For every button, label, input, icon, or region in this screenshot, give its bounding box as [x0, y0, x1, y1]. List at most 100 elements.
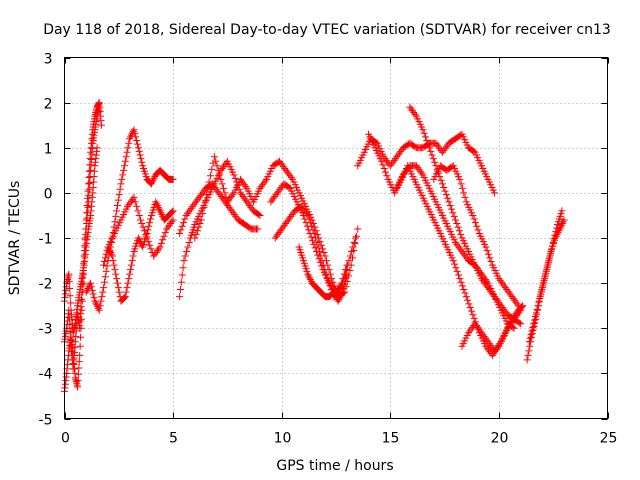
data-point — [122, 288, 130, 296]
data-point — [118, 175, 126, 183]
data-point — [137, 155, 145, 163]
data-point — [467, 325, 475, 333]
data-point — [460, 285, 468, 293]
data-point — [90, 294, 98, 302]
data-point — [128, 257, 136, 265]
y-tick-label: -3 — [39, 322, 53, 338]
data-point — [514, 310, 522, 318]
data-point — [201, 197, 209, 205]
data-point — [168, 208, 176, 216]
data-point — [401, 169, 409, 177]
data-point — [139, 223, 147, 231]
data-point — [498, 303, 506, 311]
data-point — [499, 280, 507, 288]
data-point — [136, 151, 144, 159]
data-point — [138, 220, 146, 228]
data-point — [556, 225, 564, 233]
data-point — [147, 180, 155, 188]
data-point — [113, 207, 121, 215]
data-point — [84, 180, 92, 188]
data-point — [89, 290, 97, 298]
data-point — [124, 279, 132, 287]
data-point — [279, 223, 287, 231]
data-point — [514, 302, 522, 310]
data-point — [106, 247, 114, 255]
chart-title: Day 118 of 2018, Sidereal Day-to-day VTE… — [43, 22, 611, 38]
data-point — [464, 296, 472, 304]
data-point — [523, 356, 531, 364]
data-point — [421, 133, 429, 141]
data-point — [116, 185, 124, 193]
data-point — [529, 323, 537, 331]
data-point — [123, 284, 131, 292]
data-point — [496, 340, 504, 348]
data-point — [507, 291, 515, 299]
data-point — [459, 249, 467, 257]
data-points — [61, 99, 568, 395]
data-point — [133, 137, 141, 145]
y-axis-label: SDTVAR / TECUs — [7, 181, 23, 296]
data-point — [518, 303, 526, 311]
data-point — [78, 281, 86, 289]
data-point — [419, 126, 427, 134]
data-point — [97, 121, 105, 129]
data-point — [66, 292, 74, 300]
data-point — [208, 165, 216, 173]
data-point — [219, 163, 227, 171]
data-point — [302, 210, 310, 218]
data-point — [215, 189, 223, 197]
data-point — [135, 236, 143, 244]
data-point — [286, 214, 294, 222]
data-point — [432, 139, 440, 147]
data-point — [380, 165, 388, 173]
data-point — [144, 226, 152, 234]
x-axis-label: GPS time / hours — [276, 458, 393, 474]
data-point — [190, 201, 198, 209]
data-point — [559, 218, 567, 226]
data-point — [485, 340, 493, 348]
data-point — [87, 283, 95, 291]
data-point — [167, 209, 175, 217]
data-point — [544, 262, 552, 270]
data-point — [470, 147, 478, 155]
data-point — [517, 306, 525, 314]
data-point — [441, 187, 449, 195]
data-point — [217, 192, 225, 200]
data-point — [309, 226, 317, 234]
data-point — [66, 285, 74, 293]
data-point — [468, 307, 476, 315]
data-point — [297, 202, 305, 210]
data-point — [67, 335, 75, 343]
data-point — [555, 227, 563, 235]
data-point — [150, 174, 158, 182]
data-point — [176, 293, 184, 301]
data-point — [221, 189, 229, 197]
data-point — [487, 257, 495, 265]
data-point — [505, 322, 513, 330]
data-point — [451, 260, 459, 268]
data-point — [92, 299, 100, 307]
data-point — [268, 196, 276, 204]
data-point — [352, 234, 360, 242]
data-point — [217, 175, 225, 183]
data-point — [314, 251, 322, 259]
data-point — [277, 183, 285, 191]
data-point — [257, 183, 265, 191]
data-point — [242, 196, 250, 204]
data-point — [109, 257, 117, 265]
data-point — [558, 220, 566, 228]
data-point — [232, 212, 240, 220]
data-point — [271, 192, 279, 200]
data-point — [461, 251, 469, 259]
data-point — [192, 230, 200, 238]
data-point — [322, 270, 330, 278]
data-point — [282, 220, 290, 228]
data-point — [100, 278, 108, 286]
data-point — [471, 320, 479, 328]
data-point — [130, 126, 138, 134]
y-tick-label: 0 — [44, 187, 53, 203]
data-point — [161, 229, 169, 237]
data-point — [114, 196, 122, 204]
data-point — [181, 215, 189, 223]
